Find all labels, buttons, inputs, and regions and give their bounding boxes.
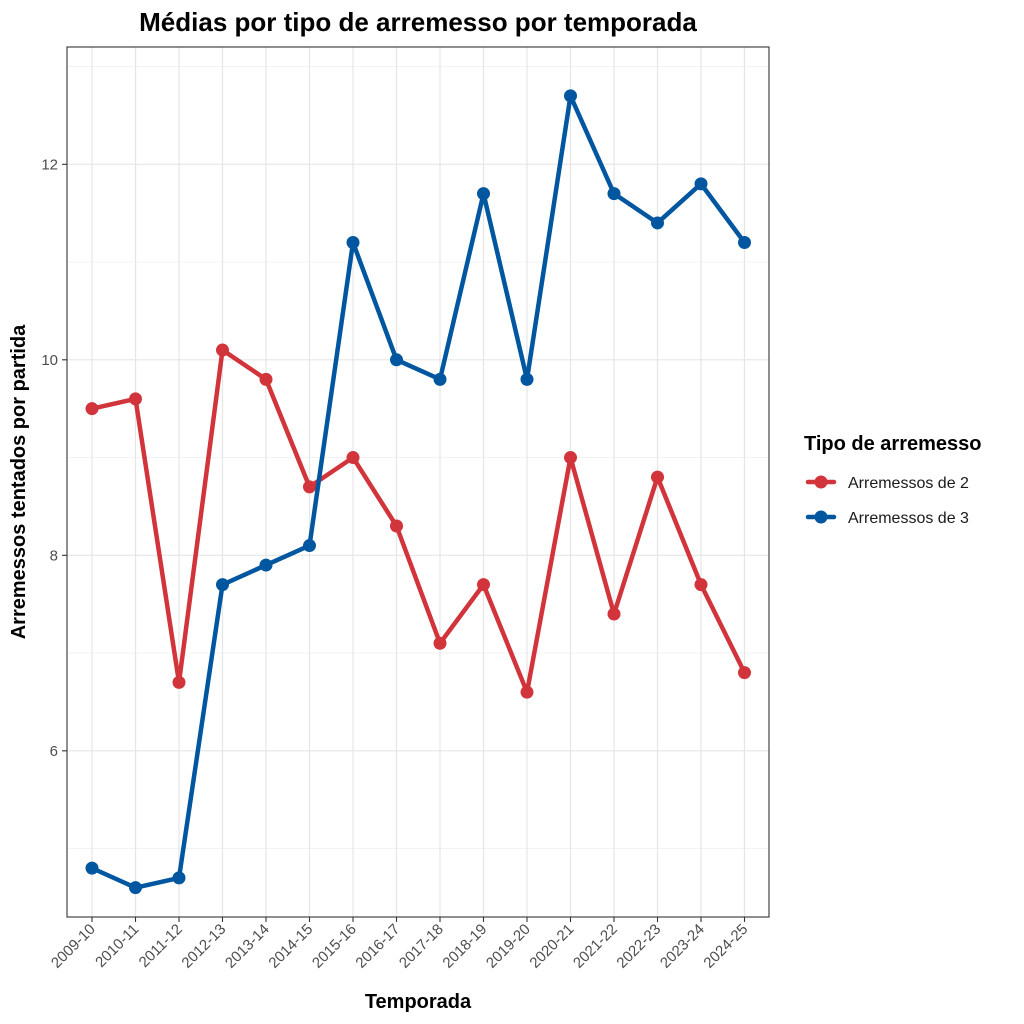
series-layer	[85, 89, 751, 895]
data-point-arremessos-de-3	[216, 578, 229, 592]
data-point-arremessos-de-3	[390, 353, 403, 367]
y-tick-label: 6	[50, 743, 58, 760]
data-point-arremessos-de-2	[259, 372, 273, 386]
y-axis: 6 8 10 12	[41, 156, 67, 760]
legend-title: Tipo de arremesso	[804, 433, 981, 455]
data-point-arremessos-de-3	[172, 871, 186, 885]
data-point-arremessos-de-3	[433, 372, 447, 386]
data-point-arremessos-de-3	[564, 89, 577, 103]
data-point-arremessos-de-2	[85, 402, 99, 416]
data-point-arremessos-de-2	[346, 451, 360, 465]
y-tick-label: 8	[50, 547, 58, 564]
data-point-arremessos-de-2	[520, 685, 534, 699]
y-axis-title: Arremessos tentados por partida	[8, 324, 30, 639]
data-point-arremessos-de-3	[607, 187, 621, 201]
data-point-arremessos-de-2	[216, 343, 229, 357]
x-axis-title: Temporada	[365, 991, 472, 1013]
data-point-arremessos-de-3	[738, 236, 751, 250]
legend-key-point-arremessos-de-3	[814, 510, 828, 524]
series-line-arremessos-de-3	[89, 93, 747, 890]
series-arremessos-de-2	[85, 343, 751, 699]
legend-label-arremessos-de-2: Arremessos de 2	[848, 475, 969, 492]
data-point-arremessos-de-2	[651, 470, 664, 484]
y-tick-label: 10	[41, 352, 58, 369]
data-point-arremessos-de-2	[607, 607, 621, 621]
legend-item-arremessos-de-3: Arremessos de 3	[805, 510, 969, 527]
data-point-arremessos-de-3	[520, 372, 534, 386]
legend: Tipo de arremesso Arremessos de 2 Arreme…	[804, 433, 981, 527]
data-point-arremessos-de-3	[259, 558, 273, 572]
chart-title: Médias por tipo de arremesso por tempora…	[139, 7, 697, 37]
y-tick-label: 12	[41, 156, 58, 173]
series-arremessos-de-3	[85, 89, 751, 895]
plot-panel-border	[66, 46, 770, 918]
data-point-arremessos-de-2	[129, 392, 142, 406]
data-point-arremessos-de-3	[477, 187, 490, 201]
data-point-arremessos-de-2	[303, 480, 316, 494]
data-point-arremessos-de-2	[477, 578, 490, 592]
legend-label-arremessos-de-3: Arremessos de 3	[848, 510, 969, 527]
data-point-arremessos-de-2	[390, 519, 403, 533]
data-point-arremessos-de-3	[303, 539, 316, 553]
data-point-arremessos-de-3	[651, 216, 664, 230]
data-point-arremessos-de-3	[129, 881, 142, 895]
data-point-arremessos-de-2	[172, 675, 186, 689]
data-point-arremessos-de-2	[694, 578, 708, 592]
legend-item-arremessos-de-2: Arremessos de 2	[805, 475, 969, 492]
series-line-arremessos-de-2	[89, 347, 747, 695]
data-point-arremessos-de-2	[433, 636, 447, 650]
data-point-arremessos-de-3	[694, 177, 708, 191]
data-point-arremessos-de-2	[738, 666, 751, 680]
data-point-arremessos-de-3	[346, 236, 360, 250]
data-point-arremessos-de-2	[564, 451, 577, 465]
legend-key-point-arremessos-de-2	[814, 475, 828, 489]
data-point-arremessos-de-3	[85, 861, 99, 875]
